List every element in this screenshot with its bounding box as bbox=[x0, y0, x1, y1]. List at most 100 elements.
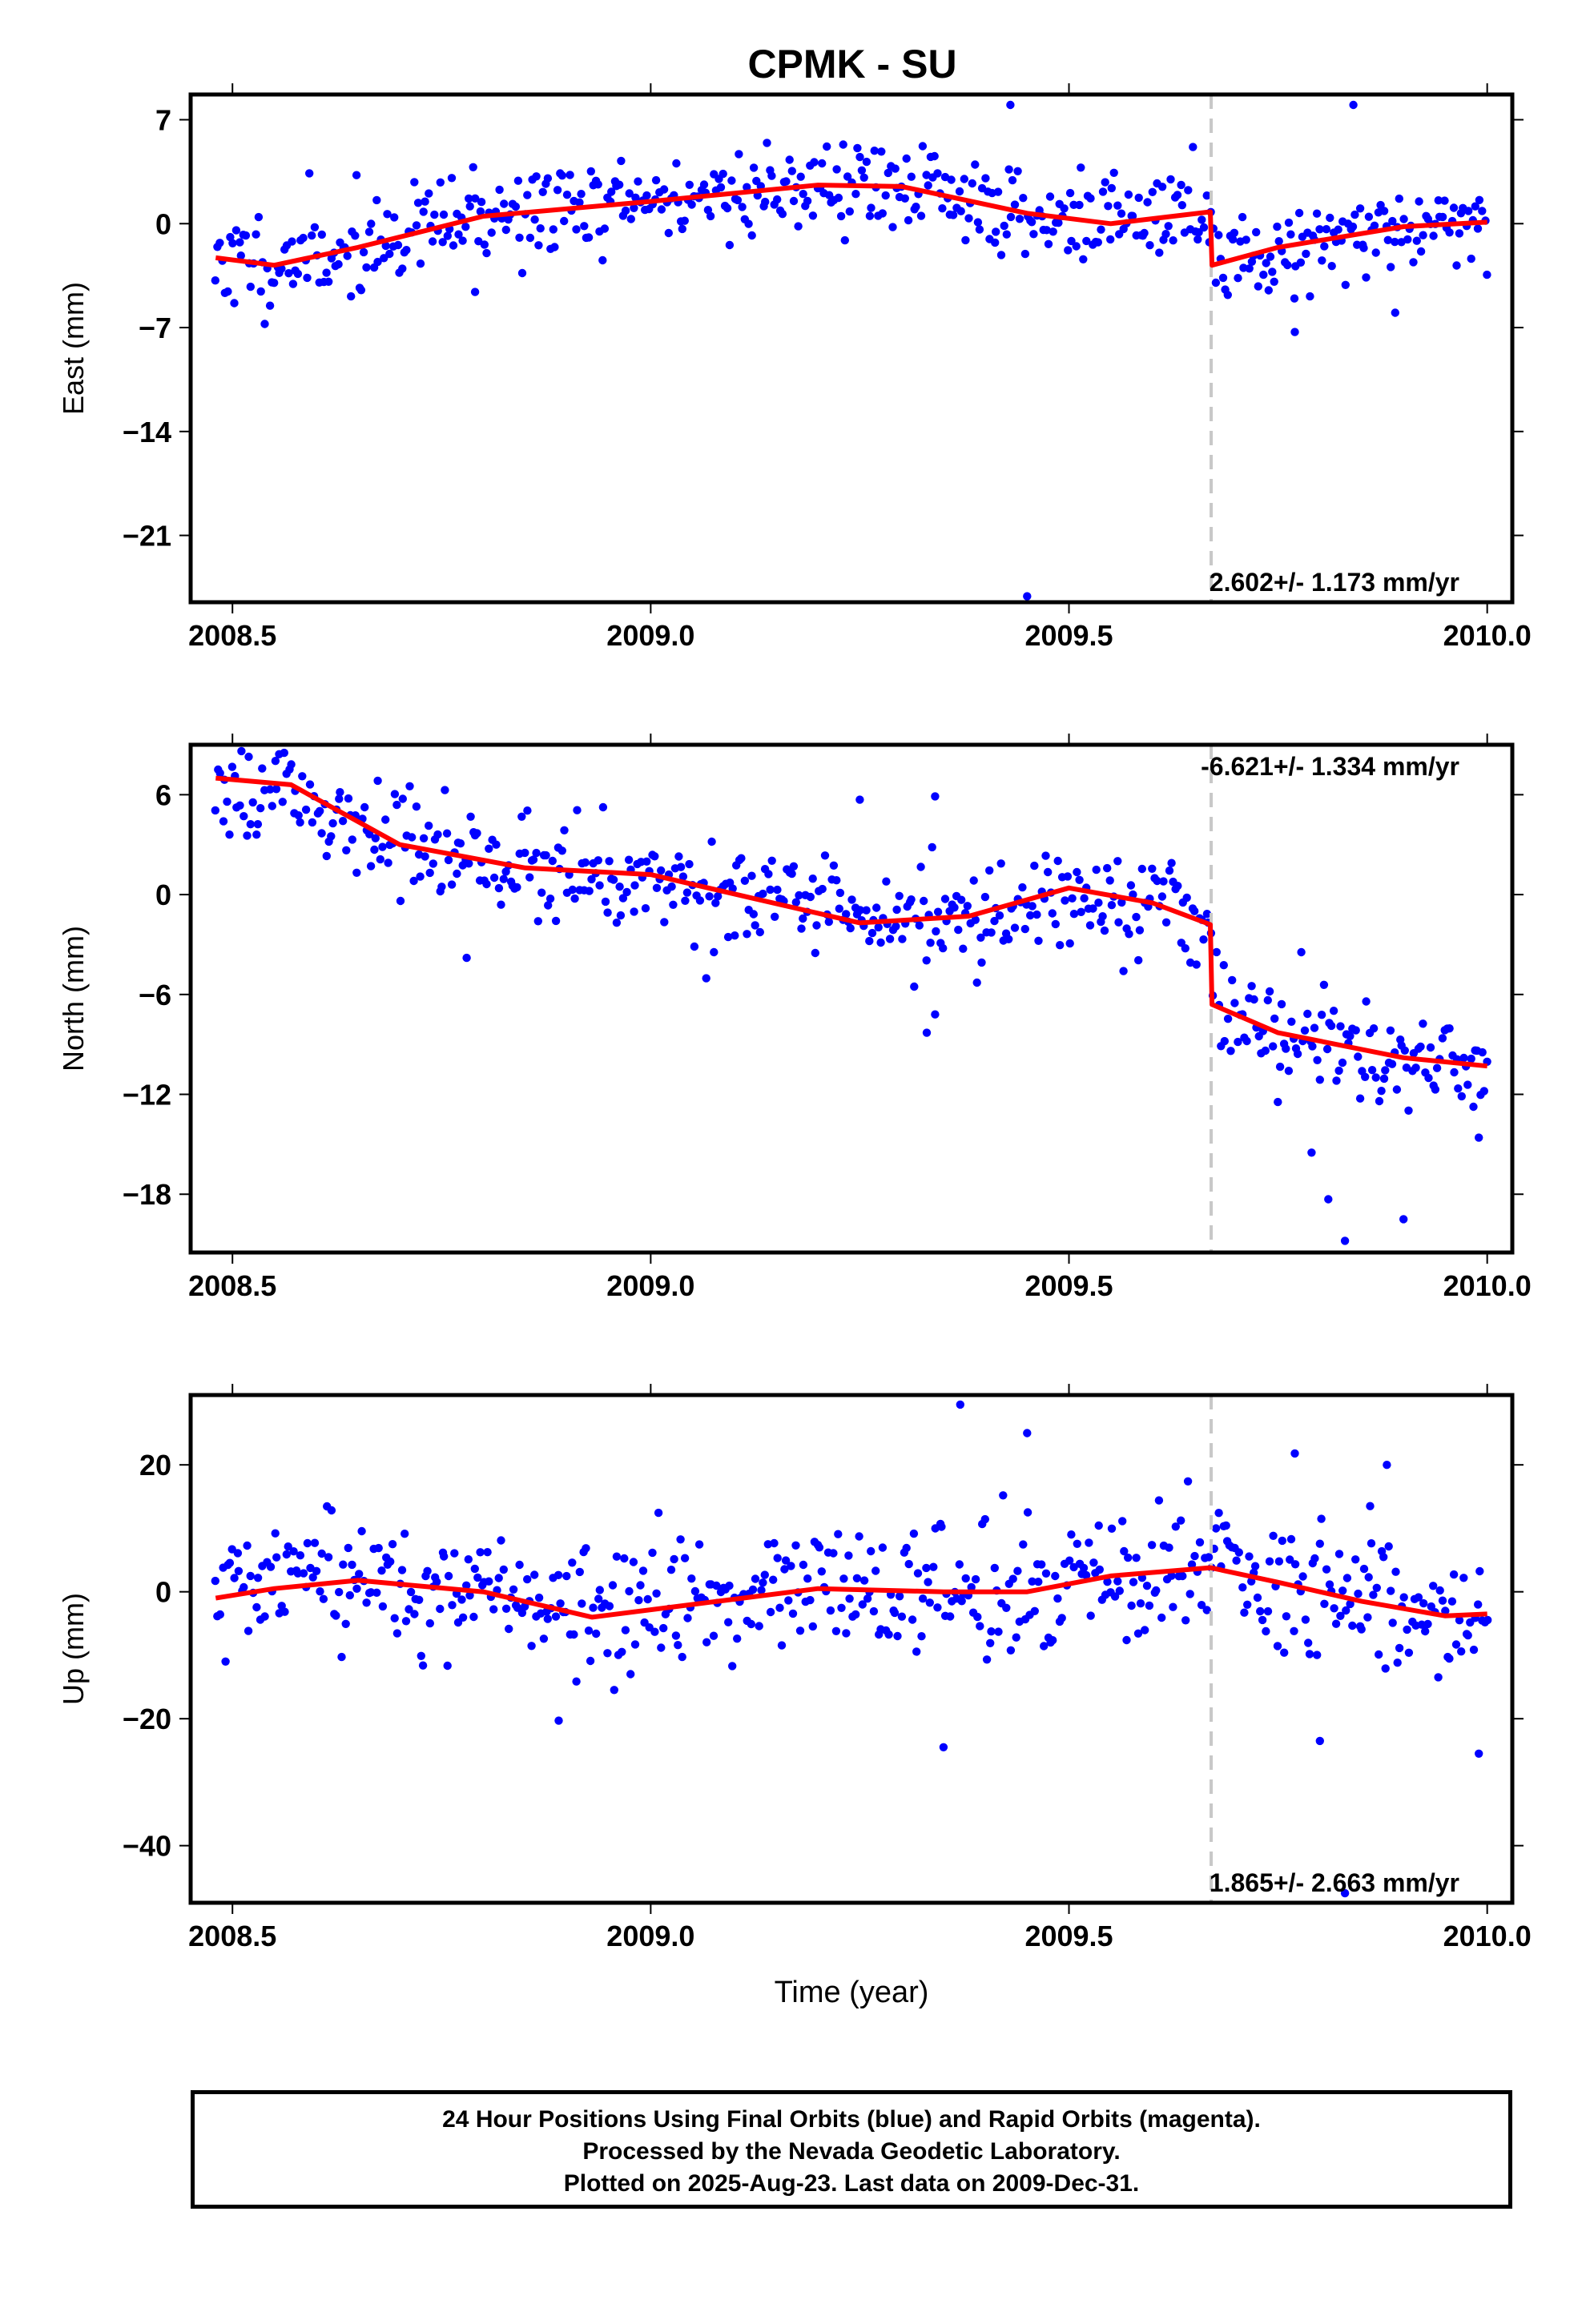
data-point bbox=[440, 1552, 449, 1561]
data-point bbox=[710, 947, 719, 957]
data-point bbox=[922, 1563, 931, 1573]
data-point bbox=[1067, 1530, 1076, 1539]
data-point bbox=[1399, 1593, 1408, 1602]
data-point bbox=[1455, 1616, 1464, 1625]
data-point bbox=[568, 885, 577, 895]
data-point bbox=[1313, 1651, 1322, 1659]
data-point bbox=[882, 877, 891, 886]
data-point bbox=[551, 1612, 561, 1621]
data-point bbox=[1350, 210, 1359, 219]
data-point bbox=[1135, 926, 1145, 935]
data-point bbox=[246, 819, 255, 829]
data-point bbox=[266, 785, 275, 794]
data-point bbox=[1348, 1621, 1357, 1630]
data-point bbox=[390, 213, 399, 222]
data-point bbox=[622, 887, 631, 897]
data-point bbox=[1068, 894, 1077, 903]
data-point bbox=[842, 1629, 851, 1638]
data-point bbox=[406, 1587, 416, 1597]
data-point bbox=[948, 211, 958, 219]
data-point bbox=[702, 974, 710, 983]
data-point bbox=[299, 233, 308, 243]
data-point-outlier bbox=[1340, 1236, 1350, 1245]
data-point bbox=[308, 231, 316, 240]
data-point bbox=[581, 858, 590, 867]
data-point bbox=[1469, 1645, 1479, 1655]
data-point bbox=[553, 1570, 563, 1580]
data-point bbox=[1464, 207, 1473, 215]
y-tick-label: −6 bbox=[139, 979, 171, 1011]
data-point bbox=[1282, 1044, 1290, 1053]
data-point bbox=[643, 1594, 652, 1604]
data-point bbox=[764, 870, 773, 879]
data-point bbox=[910, 982, 919, 991]
data-point bbox=[401, 1617, 411, 1626]
data-point bbox=[992, 227, 1000, 236]
data-point bbox=[442, 829, 452, 838]
data-point bbox=[1190, 1551, 1199, 1561]
data-point bbox=[390, 790, 400, 798]
data-point bbox=[469, 1612, 478, 1622]
data-point bbox=[1247, 982, 1256, 991]
data-point-outlier bbox=[1399, 1215, 1408, 1224]
data-point bbox=[723, 932, 733, 942]
data-point bbox=[1475, 1566, 1484, 1576]
data-point bbox=[549, 225, 557, 234]
data-point bbox=[1297, 947, 1306, 957]
data-point bbox=[362, 263, 371, 272]
data-point bbox=[674, 1641, 682, 1650]
data-point bbox=[1049, 1636, 1057, 1645]
data-point bbox=[384, 858, 392, 867]
data-point bbox=[572, 1677, 581, 1686]
data-point bbox=[1109, 168, 1118, 177]
data-point bbox=[950, 903, 959, 912]
data-point bbox=[1416, 247, 1426, 256]
data-point bbox=[1277, 999, 1286, 1009]
velocity-rate-label: -6.621+/- 1.334 mm/yr bbox=[1201, 752, 1459, 781]
data-point bbox=[1020, 924, 1030, 934]
data-point bbox=[918, 1594, 928, 1603]
data-point bbox=[1250, 995, 1258, 1004]
data-point bbox=[767, 171, 776, 180]
data-point bbox=[497, 1536, 505, 1545]
data-point bbox=[791, 898, 800, 907]
data-point bbox=[652, 1589, 661, 1598]
data-point bbox=[215, 1610, 224, 1619]
data-point bbox=[738, 203, 747, 211]
data-point bbox=[1061, 896, 1069, 905]
data-point bbox=[605, 857, 614, 866]
data-point bbox=[523, 191, 532, 199]
data-point bbox=[1185, 1590, 1194, 1598]
data-point bbox=[913, 1569, 923, 1578]
data-point bbox=[1075, 200, 1084, 210]
data-point bbox=[1113, 857, 1122, 866]
data-point bbox=[1169, 1602, 1177, 1611]
data-point bbox=[1302, 249, 1310, 259]
data-point bbox=[1342, 1574, 1352, 1582]
data-point bbox=[1034, 936, 1043, 946]
data-point bbox=[664, 228, 673, 238]
data-point bbox=[470, 1564, 479, 1574]
data-point bbox=[685, 180, 694, 189]
data-point bbox=[228, 239, 237, 247]
data-point bbox=[1265, 987, 1274, 996]
data-point bbox=[1320, 1599, 1329, 1609]
data-point bbox=[1199, 223, 1209, 232]
data-point bbox=[687, 200, 696, 209]
data-point bbox=[211, 1576, 219, 1586]
data-point bbox=[573, 806, 582, 814]
data-point bbox=[967, 1582, 976, 1592]
data-point bbox=[773, 1554, 782, 1562]
data-point bbox=[823, 142, 831, 151]
footer-caption-box: 24 Hour Positions Using Final Orbits (bl… bbox=[191, 2090, 1512, 2209]
data-point bbox=[925, 1598, 935, 1607]
data-point bbox=[430, 210, 439, 219]
data-point bbox=[1202, 191, 1211, 200]
data-point bbox=[621, 206, 630, 215]
data-point bbox=[348, 1560, 356, 1570]
x-tick-label: 2009.5 bbox=[1024, 1920, 1113, 1952]
data-point bbox=[926, 939, 935, 947]
data-point bbox=[520, 1602, 529, 1611]
data-point bbox=[1332, 1076, 1341, 1085]
data-point bbox=[211, 806, 219, 815]
